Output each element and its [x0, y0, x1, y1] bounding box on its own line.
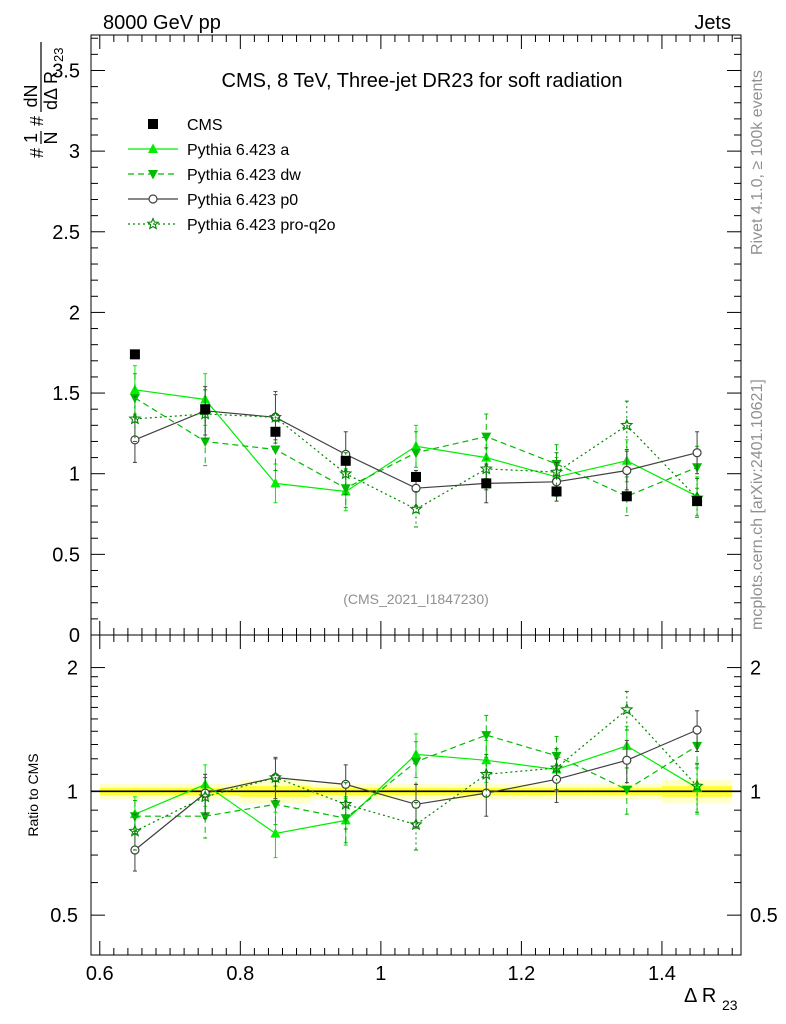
- pythia-6-423-pro-q2o-point: [268, 770, 283, 784]
- pythia-6-423-dw-point: [129, 393, 140, 404]
- side-label-bottom: mcplots.cern.ch [arXiv:2401.10621]: [749, 379, 766, 630]
- watermark: (CMS_2021_I1847230): [343, 591, 489, 607]
- ratio-y-tick-label-left: 0.5: [50, 905, 78, 927]
- y-label-frac-den: N: [41, 132, 61, 145]
- cms-point: [129, 349, 140, 360]
- main-y-tick-label: 0.5: [52, 544, 80, 566]
- legend-cms-label: CMS: [187, 117, 223, 134]
- pythia-6-423-dw-point: [551, 751, 562, 762]
- cms-point: [270, 426, 281, 437]
- ratio-y-tick-label-right: 1: [750, 781, 761, 803]
- y-label-sub: 23: [51, 48, 66, 62]
- header-right: Jets: [694, 12, 731, 34]
- legend-pythia-6-423-a-label: Pythia 6.423 a: [187, 142, 289, 159]
- pythia-6-423-p0-point: [692, 448, 702, 458]
- ratio-series: [128, 690, 704, 872]
- pythia-6-423-pro-q2o-point: [620, 702, 634, 716]
- legend-pythia-6-423-pro-q2o-marker: [146, 217, 160, 230]
- ratio-y-tick-label-left: 2: [67, 658, 78, 680]
- pythia-6-423-dw-point: [411, 757, 421, 768]
- pythia-6-423-pro-q2o-point: [409, 502, 423, 515]
- pythia-6-423-dw-point: [481, 731, 492, 741]
- pythia-6-423-pro-q2o-point: [549, 465, 564, 478]
- pythia-6-423-a-point: [270, 477, 281, 488]
- cms-point: [551, 486, 562, 497]
- ratio-y-tick-label-right: 2: [750, 658, 761, 680]
- pythia-6-423-pro-q2o-point: [549, 761, 564, 774]
- cms-point: [481, 478, 492, 489]
- legend-pythia-6-423-p0-label: Pythia 6.423 p0: [187, 192, 298, 209]
- x-axis-label: Δ R 23: [684, 985, 738, 1013]
- ratio-y-tick-label-right: 0.5: [750, 905, 778, 927]
- ratio-y-axis-label: Ratio to CMS: [25, 753, 41, 836]
- pythia-6-423-pro-q2o-point: [268, 410, 283, 423]
- cms-point: [200, 404, 211, 415]
- pythia-6-423-pro-q2o-point: [339, 466, 353, 480]
- main-y-tick-label: 3: [69, 141, 80, 163]
- y-label-hash-1: #: [27, 148, 47, 158]
- y-label-frac-num: 1: [21, 133, 41, 143]
- pythia-6-423-dw-point: [621, 785, 632, 796]
- ratio-y-tick-label-left: 1: [67, 781, 78, 803]
- axis-ticks: 0 0.5 1 1.5 2 2.5 3 3.5 0.6 0.8 1 1.2 1.4 0.5 0.5 1 1 2 2: [50, 35, 778, 985]
- chart-title: CMS, 8 TeV, Three-jet DR23 for soft radi…: [222, 70, 623, 92]
- pythia-6-423-p0-point: [622, 465, 632, 476]
- pythia-6-423-pro-q2o-point: [620, 418, 634, 431]
- plot-frames: [90, 34, 742, 956]
- pythia-6-423-pro-q2o-point: [409, 817, 423, 831]
- y-label-den: dΔ R: [41, 71, 61, 110]
- pythia-6-423-pro-q2o-point: [198, 789, 212, 803]
- pythia-6-423-pro-q2o-point: [128, 411, 142, 425]
- legend-pythia-6-423-dw-marker: [148, 170, 158, 180]
- pythia-6-423-pro-q2o-point: [690, 779, 704, 792]
- pythia-6-423-p0-point: [692, 725, 702, 735]
- x-tick-label: 1.2: [507, 963, 535, 985]
- main-series: [128, 349, 704, 528]
- x-tick-label: 0.6: [86, 963, 114, 985]
- pythia-6-423-dw-point: [481, 432, 492, 443]
- cms-point: [411, 471, 421, 482]
- pythia-6-423-dw-point: [270, 800, 281, 810]
- pythia-6-423-a-point: [270, 827, 281, 838]
- cms-point: [621, 491, 632, 502]
- x-tick-label: 1.4: [648, 963, 676, 985]
- pythia-6-423-dw-point: [200, 437, 211, 447]
- pythia-6-423-dw-point: [411, 448, 421, 459]
- main-y-tick-label: 0: [69, 625, 80, 647]
- side-label-top: Rivet 4.1.0, ≥ 100k events: [749, 70, 766, 255]
- main-y-tick-label: 3.5: [52, 60, 80, 82]
- main-y-axis-label: # 1 N # dN dΔ R 23: [21, 42, 66, 158]
- pythia-6-423-pro-q2o-point: [128, 824, 142, 837]
- legend-pythia-6-423-dw-label: Pythia 6.423 dw: [187, 167, 301, 184]
- x-tick-label: 1: [375, 963, 386, 985]
- pythia-6-423-dw-point: [200, 812, 211, 822]
- main-y-tick-label: 2.5: [52, 222, 80, 244]
- pythia-6-423-pro-q2o-point: [479, 767, 493, 780]
- legend: CMS Pythia 6.423 a Pythia 6.423 dw Pythia 6…: [128, 117, 336, 234]
- main-y-tick-label: 2: [69, 302, 80, 324]
- pythia-6-423-dw-point: [129, 812, 140, 822]
- pythia-6-423-pro-q2o-point: [479, 461, 493, 475]
- ratio-frame: [90, 634, 742, 956]
- x-axis-label-main: Δ R: [684, 985, 716, 1007]
- x-axis-label-sub: 23: [722, 997, 738, 1013]
- legend-pythia-6-423-a-marker: [148, 143, 158, 153]
- cms-point: [340, 455, 351, 466]
- legend-cms-marker: [148, 119, 158, 129]
- y-label-hash-2: #: [27, 116, 47, 126]
- x-tick-label: 0.8: [226, 963, 254, 985]
- main-y-tick-label: 1: [69, 464, 80, 486]
- y-label-dn: dN: [21, 84, 41, 107]
- cms-point: [692, 496, 703, 507]
- pythia-6-423-p0-point: [622, 755, 632, 765]
- legend-pythia-6-423-pro-q2o-label: Pythia 6.423 pro-q2o: [187, 217, 336, 234]
- header-left: 8000 GeV pp: [103, 12, 221, 34]
- pythia-6-423-pro-q2o-point: [339, 797, 353, 810]
- pythia-6-423-dw-point: [270, 445, 281, 456]
- main-y-tick-label: 1.5: [52, 383, 80, 405]
- legend-pythia-6-423-p0-marker: [148, 194, 158, 204]
